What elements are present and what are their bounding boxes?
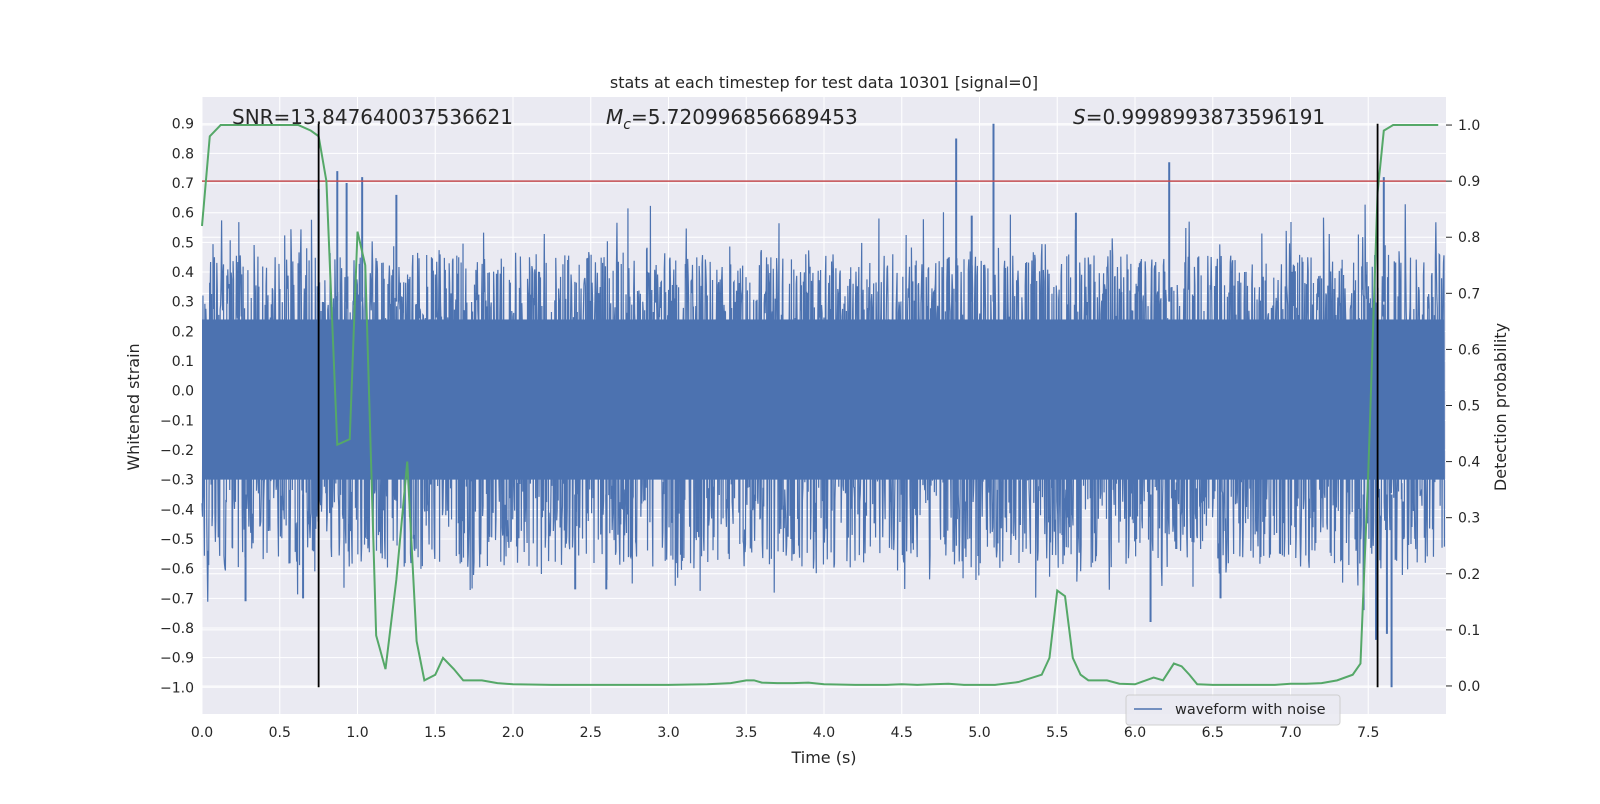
- x-tick-label: 4.5: [891, 725, 913, 741]
- x-tick-label: 5.5: [1046, 725, 1068, 741]
- y-tick-label: −0.4: [160, 502, 194, 518]
- y2-tick-label: 0.4: [1458, 455, 1480, 471]
- x-tick-label: 7.5: [1357, 725, 1379, 741]
- probability-line: [201, 124, 1439, 686]
- y-tick-label: 0.8: [172, 146, 194, 162]
- y-tick-label: 0.3: [172, 295, 194, 311]
- y2-axis-label: Detection probability: [1491, 323, 1510, 491]
- waveform-series: [201, 123, 1446, 688]
- x-tick-label: 2.0: [502, 725, 524, 741]
- waveform-line: [201, 204, 1446, 602]
- overlay-lines: [201, 123, 1446, 688]
- snr-annotation: SNR=13.847640037536621: [232, 105, 513, 129]
- y-tick-label: −0.5: [160, 532, 194, 548]
- mc-subscript: c: [623, 117, 631, 133]
- y-tick-label: 0.1: [172, 354, 194, 370]
- x-tick-label: 6.5: [1202, 725, 1224, 741]
- s-annotation: S=0.9998993873596191: [1073, 105, 1325, 129]
- y-tick-label: 0.9: [172, 117, 194, 133]
- y-tick-label: −0.9: [160, 651, 194, 667]
- waveform-band: [202, 319, 1445, 480]
- mc-symbol: M: [606, 105, 623, 129]
- s-value: =0.9998993873596191: [1086, 105, 1325, 129]
- x-tick-label: 7.0: [1279, 725, 1301, 741]
- y-tick-label: 0.0: [172, 384, 194, 400]
- x-tick-label: 3.5: [735, 725, 757, 741]
- y2-tick-label: 0.7: [1458, 286, 1480, 302]
- x-tick-label: 1.0: [346, 725, 368, 741]
- y-tick-label: −1.0: [160, 680, 194, 696]
- x-tick-label: 0.5: [269, 725, 291, 741]
- y-tick-label: −0.3: [160, 473, 194, 489]
- y-axis-label: Whitened strain: [124, 343, 143, 470]
- y-tick-label: −0.8: [160, 621, 194, 637]
- s-symbol: S: [1073, 105, 1086, 129]
- y2-tick-label: 0.5: [1458, 399, 1480, 415]
- x-tick-label: 2.5: [580, 725, 602, 741]
- y2-tick-label: 1.0: [1458, 118, 1480, 134]
- x-tick-label: 4.0: [813, 725, 835, 741]
- legend-box: [1125, 694, 1341, 726]
- x-tick-label: 6.0: [1124, 725, 1146, 741]
- mc-annotation: Mc=5.720996856689453: [606, 105, 858, 133]
- x-tick-label: 3.0: [657, 725, 679, 741]
- y-tick-label: 0.6: [172, 206, 194, 222]
- x-axis-label: Time (s): [790, 748, 856, 767]
- y-tick-label: 0.7: [172, 176, 194, 192]
- x-tick-label: 5.0: [968, 725, 990, 741]
- y2-tick-label: 0.3: [1458, 511, 1480, 527]
- y-tick-label: −0.6: [160, 562, 194, 578]
- y-tick-label: −0.2: [160, 443, 194, 459]
- y-tick-label: 0.4: [172, 265, 194, 281]
- y2-tick-label: 0.8: [1458, 230, 1480, 246]
- y2-tick-label: 0.0: [1458, 679, 1480, 695]
- y2-tick-label: 0.9: [1458, 174, 1480, 190]
- y-tick-label: −0.1: [160, 413, 194, 429]
- y2-tick-label: 0.6: [1458, 342, 1480, 358]
- axis-ticks: 0.0 0.5 1.0 1.5 2.0 2.5 3.0 3.5 4.0 4.5 5.0 5.5 6.0 6…: [160, 117, 1480, 741]
- legend: waveform with noise: [1125, 694, 1341, 726]
- y-tick-label: 0.5: [172, 235, 194, 251]
- mc-value: =5.720996856689453: [631, 105, 858, 129]
- y2-tick-label: 0.2: [1458, 567, 1480, 583]
- legend-label-waveform: waveform with noise: [1175, 702, 1326, 718]
- y-tick-label: −0.7: [160, 591, 194, 607]
- chart-title: stats at each timestep for test data 103…: [610, 73, 1038, 92]
- x-tick-label: 0.0: [191, 725, 213, 741]
- y2-tick-label: 0.1: [1458, 623, 1480, 639]
- x-tick-label: 1.5: [424, 725, 446, 741]
- y-tick-label: 0.2: [172, 324, 194, 340]
